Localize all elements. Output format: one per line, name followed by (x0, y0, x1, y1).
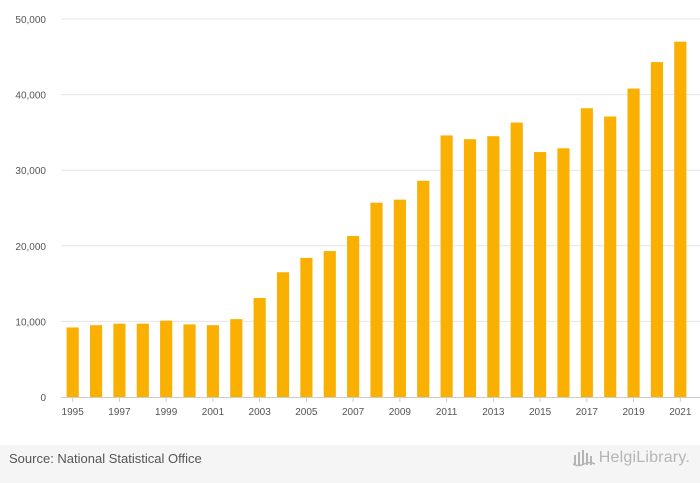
brand-name: HelgiLibrary. (598, 449, 690, 466)
y-tick-label: 20,000 (15, 242, 46, 253)
bar-1997 (113, 323, 126, 397)
x-tick-label: 2021 (669, 407, 692, 418)
bar-1998 (136, 323, 149, 397)
source-note: Source: National Statistical Office (9, 451, 202, 466)
x-tick-label: 2009 (389, 407, 412, 418)
bar-2020 (650, 62, 664, 397)
bar-1996 (89, 325, 103, 397)
bar-2018 (604, 116, 617, 398)
x-tick-label: 2015 (529, 407, 552, 418)
bar-2008 (370, 202, 383, 397)
y-tick-label: 50,000 (15, 15, 46, 26)
chart-footer: Source: National Statistical Office Helg… (0, 445, 700, 483)
bar-2007 (347, 235, 360, 397)
bar-2014 (510, 122, 523, 398)
x-tick-label: 1995 (62, 407, 85, 418)
y-tick-label: 10,000 (15, 317, 46, 328)
x-tick-label: 2011 (436, 407, 458, 418)
bar-2019 (627, 88, 640, 397)
x-tick-label: 2017 (576, 407, 599, 418)
x-tick-label: 2005 (295, 407, 318, 418)
brand-logo[interactable]: HelgiLibrary. (572, 449, 690, 467)
x-tick-label: 2003 (249, 407, 272, 418)
bar-2012 (463, 139, 477, 398)
library-icon (572, 450, 595, 467)
bar-2006 (323, 251, 336, 397)
bar-2004 (276, 272, 290, 397)
bar-1995 (66, 327, 79, 397)
bar-2017 (580, 108, 593, 397)
bar-2000 (183, 324, 196, 397)
x-tick-label: 2019 (622, 407, 645, 418)
x-tick-label: 1997 (108, 407, 131, 418)
x-tick-label: 2013 (482, 407, 505, 418)
x-tick-label: 1999 (155, 407, 178, 418)
bar-2021 (674, 41, 687, 398)
y-tick-label: 30,000 (15, 166, 46, 177)
bar-2009 (393, 199, 406, 397)
bar-2002 (230, 319, 243, 397)
bar-2013 (487, 136, 500, 397)
x-tick-label: 2007 (342, 407, 365, 418)
bar-1999 (160, 320, 173, 397)
bar-2016 (557, 148, 570, 397)
x-tick-label: 2001 (202, 407, 225, 418)
y-tick-label: 40,000 (15, 91, 46, 102)
bar-2001 (206, 325, 219, 397)
bar-chart: 0 10,000 20,000 30,000 40,000 50,000 1995 1997 1… (15, 15, 700, 418)
bar-2010 (417, 180, 430, 397)
bar-2011 (440, 135, 453, 397)
y-tick-label: 0 (40, 393, 46, 404)
bar-2005 (300, 257, 313, 397)
bar-2015 (534, 152, 547, 397)
bar-2003 (253, 297, 266, 397)
